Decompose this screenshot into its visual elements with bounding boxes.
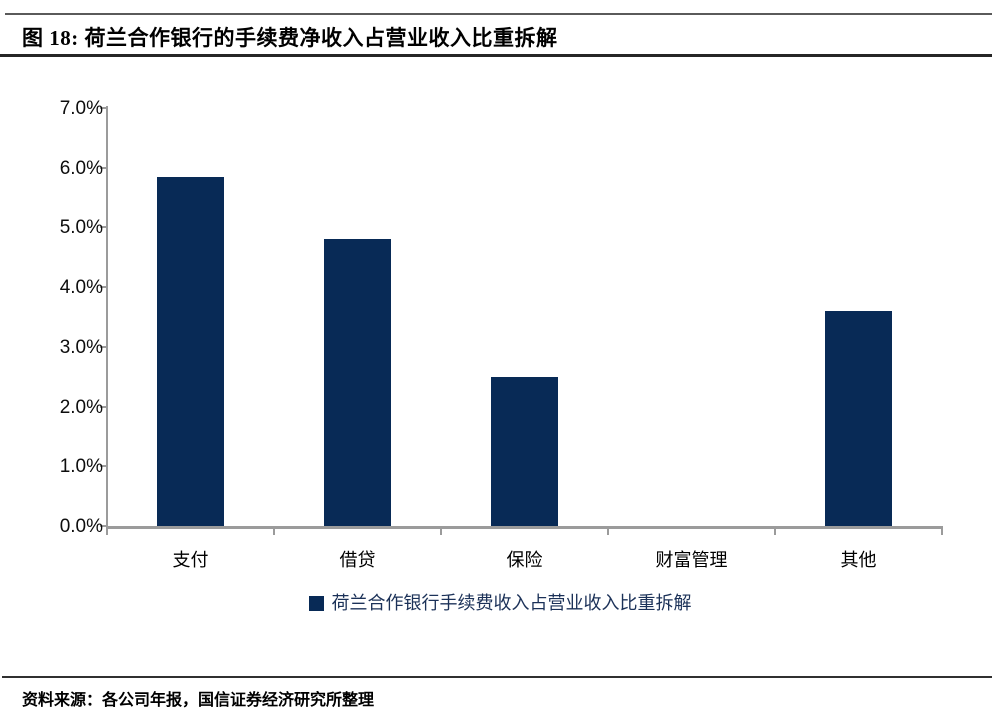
- x-axis-line: [106, 526, 943, 529]
- source-note: 资料来源：各公司年报，国信证券经济研究所整理: [22, 692, 375, 709]
- y-axis-tick: [100, 166, 106, 169]
- y-axis-tick-label: 0.0%: [59, 516, 103, 537]
- x-category-label: 借贷: [339, 550, 376, 570]
- y-axis-tick-label: 5.0%: [59, 217, 103, 239]
- y-axis-tick: [100, 286, 106, 289]
- bar-支付: [157, 177, 224, 526]
- chart-legend: 荷兰合作银行手续费收入占营业收入比重拆解: [0, 594, 1000, 612]
- x-axis-tick: [440, 526, 442, 535]
- legend-label: 荷兰合作银行手续费收入占营业收入比重拆解: [331, 593, 692, 613]
- y-axis-tick-label: 2.0%: [59, 396, 103, 418]
- x-axis-tick: [106, 526, 108, 535]
- x-axis-tick: [273, 526, 275, 535]
- bar-借贷: [324, 239, 391, 526]
- filled-square-icon: [308, 595, 324, 611]
- x-category-label: 其他: [840, 550, 877, 570]
- y-axis-tick: [100, 465, 106, 468]
- y-axis-tick-label: 7.0%: [59, 98, 103, 119]
- source-divider: [2, 676, 992, 678]
- x-axis-tick: [774, 526, 776, 535]
- y-axis-tick-label: 6.0%: [59, 157, 103, 179]
- y-axis-tick-label: 4.0%: [59, 277, 103, 299]
- title-divider: [0, 54, 992, 57]
- x-category-label: 财富管理: [655, 550, 728, 570]
- figure-title: 图 18: 荷兰合作银行的手续费净收入占营业收入比重拆解: [22, 26, 558, 50]
- y-axis-tick: [100, 405, 106, 408]
- y-axis-tick-label: 1.0%: [59, 456, 103, 478]
- y-axis-tick: [100, 107, 106, 109]
- bar-其他: [825, 311, 892, 526]
- y-axis-tick: [100, 525, 106, 527]
- x-category-label: 保险: [506, 550, 543, 570]
- top-divider: [5, 13, 992, 15]
- y-axis-tick-label: 3.0%: [59, 336, 103, 358]
- y-axis-tick: [100, 226, 106, 229]
- x-category-label: 支付: [172, 550, 209, 570]
- x-axis-tick: [607, 526, 609, 535]
- x-axis-tick: [941, 526, 943, 535]
- y-axis-line: [106, 106, 108, 529]
- y-axis-tick: [100, 345, 106, 348]
- bar-保险: [491, 377, 558, 526]
